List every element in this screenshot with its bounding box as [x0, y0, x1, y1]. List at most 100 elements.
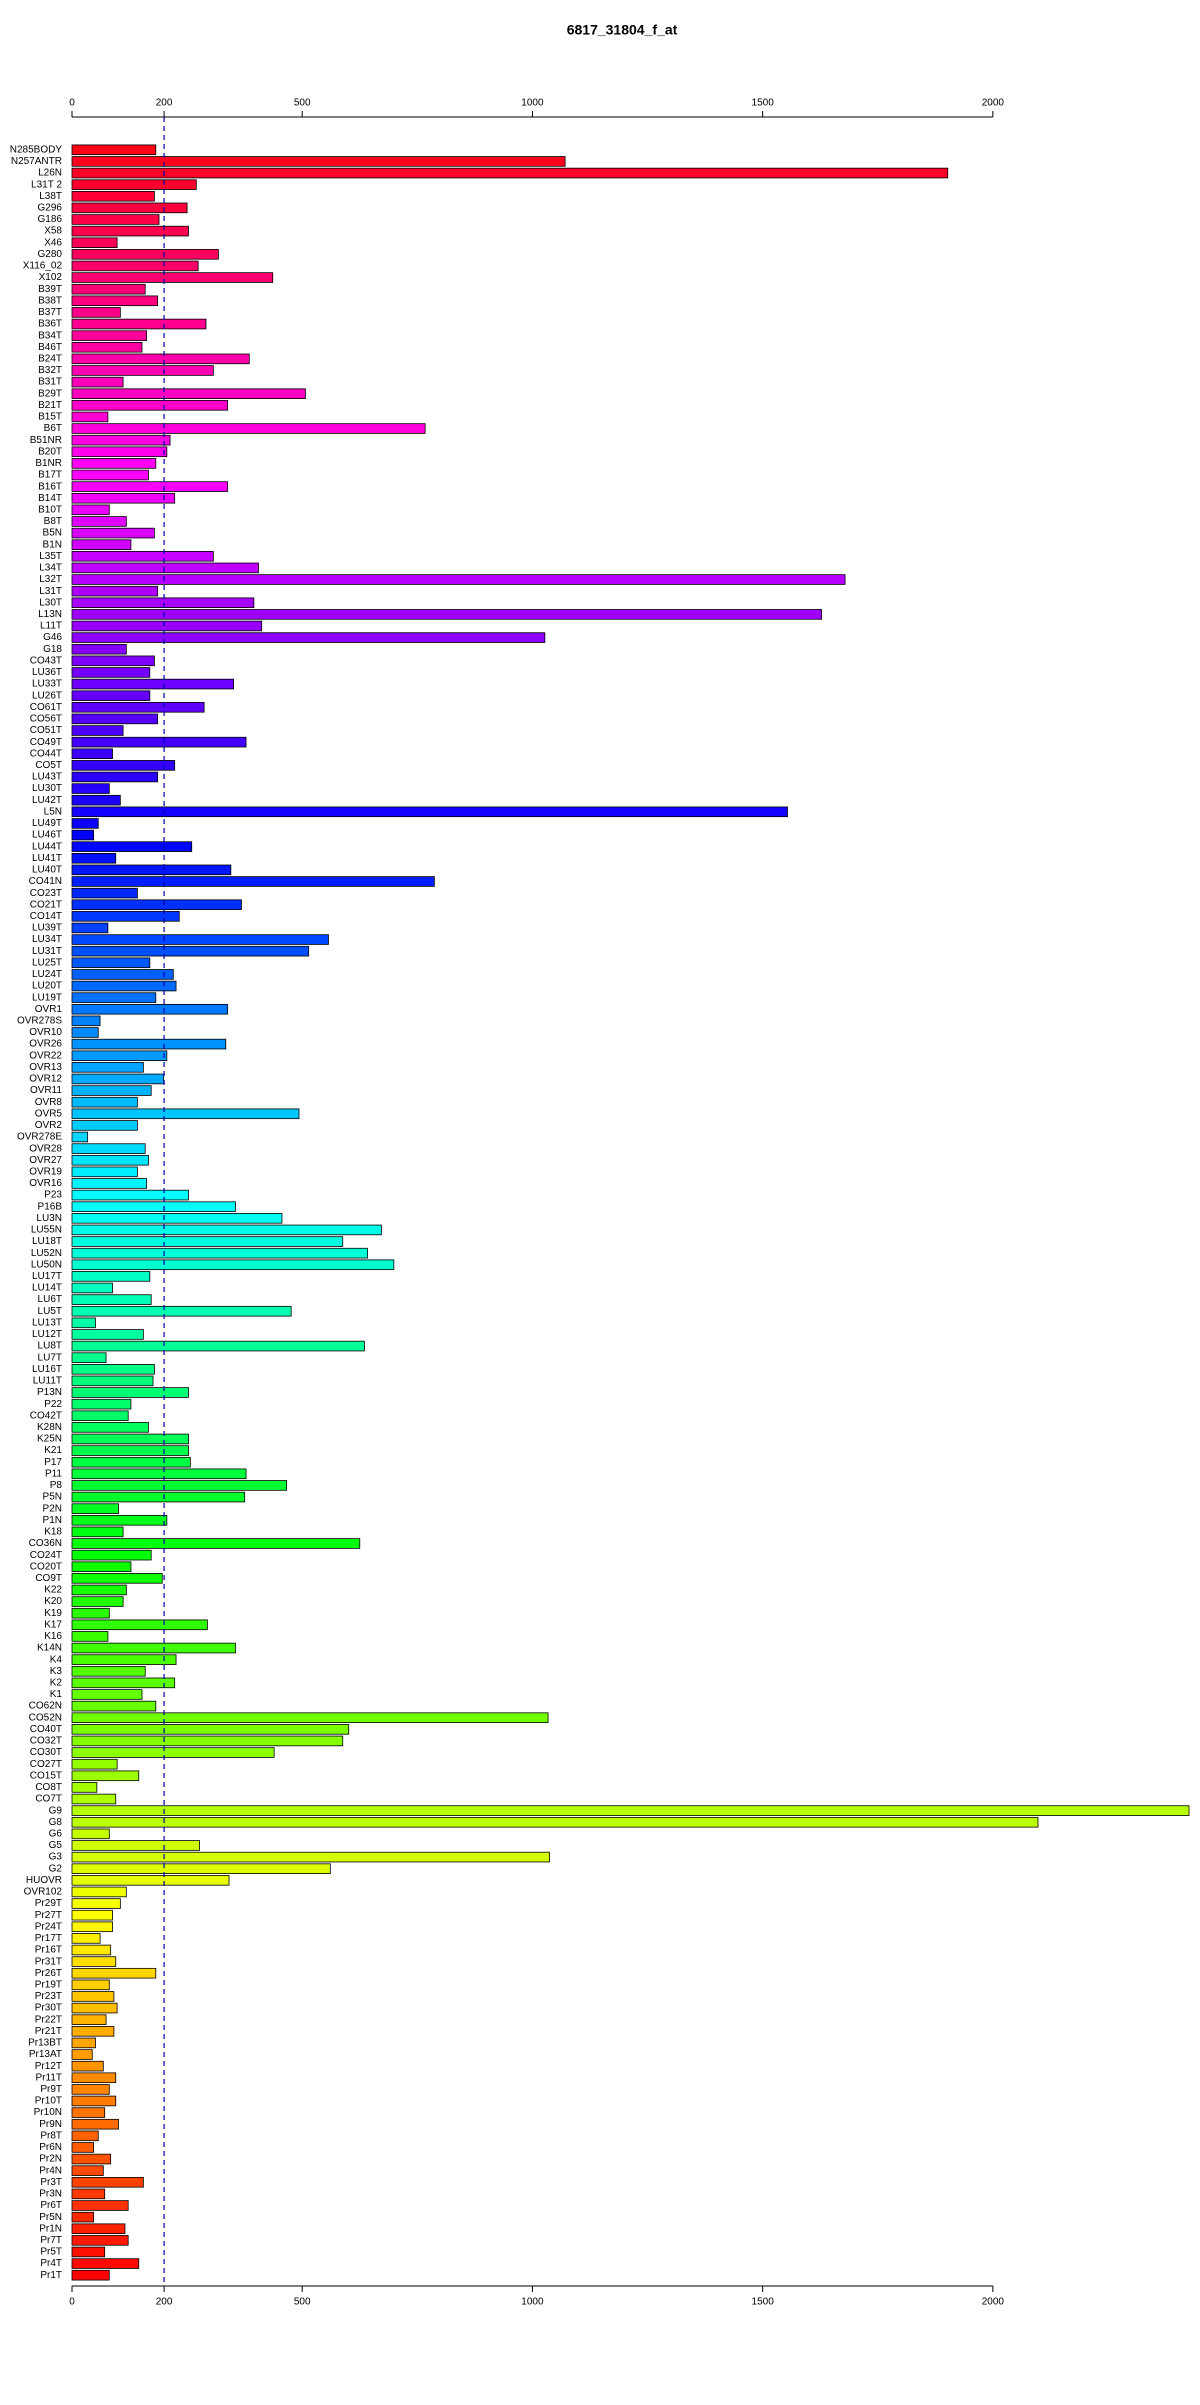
bar — [71, 597, 255, 609]
y-tick-label: P8 — [50, 1480, 63, 1491]
y-tick-label: L31T — [39, 586, 62, 597]
y-tick-label: Pr16T — [35, 1945, 62, 1956]
y-tick-label: K14N — [37, 1643, 62, 1654]
y-tick-label: G5 — [49, 1840, 63, 1851]
bar — [71, 1863, 331, 1874]
x-tick-label: 200 — [156, 98, 173, 109]
y-tick-label: B5N — [43, 528, 62, 539]
bar — [71, 1712, 549, 1723]
bar — [71, 1259, 395, 1271]
bar — [71, 492, 176, 504]
bar — [71, 1422, 149, 1433]
bar — [71, 760, 176, 771]
y-tick-label: LU41T — [32, 853, 62, 864]
bar — [71, 1991, 115, 2002]
y-tick-label: B29T — [38, 388, 62, 399]
y-tick-label: Pr13AT — [29, 2049, 62, 2060]
y-tick-label: LU25T — [32, 957, 62, 968]
y-tick-label: OVR19 — [29, 1166, 62, 1177]
bar — [71, 237, 118, 248]
y-tick-label: B37T — [38, 307, 62, 318]
bar — [71, 388, 306, 399]
bar — [71, 1573, 163, 1584]
y-tick-label: LU5T — [38, 1306, 62, 1317]
bar — [71, 1480, 287, 1491]
bar — [71, 1247, 368, 1259]
bar — [71, 1619, 208, 1631]
bar — [71, 1828, 110, 1840]
y-tick-label: K16 — [44, 1631, 62, 1642]
bar — [71, 783, 110, 794]
y-tick-label: N285BODY — [10, 144, 63, 155]
y-tick-label: P1N — [43, 1515, 62, 1526]
y-tick-label: B1NR — [35, 458, 62, 469]
y-tick-label: P5N — [43, 1492, 62, 1503]
y-tick-label: L11T — [40, 621, 62, 632]
y-tick-label: OVR16 — [29, 1178, 62, 1189]
y-tick-label: P13N — [37, 1387, 62, 1398]
y-tick-label: Pr6T — [40, 2200, 62, 2211]
y-tick-label: K17 — [44, 1619, 62, 1630]
y-tick-label: Pr29T — [35, 1898, 62, 1909]
y-tick-label: CO43T — [30, 655, 62, 666]
bar — [71, 1456, 191, 1468]
y-tick-label: OVR22 — [29, 1050, 62, 1061]
bar — [71, 190, 155, 202]
y-tick-label: Pr23T — [35, 1991, 62, 2002]
bar — [71, 876, 435, 887]
bar — [71, 539, 132, 550]
bar — [71, 1840, 200, 1851]
bar — [71, 1120, 138, 1131]
bar — [71, 1956, 117, 1967]
bar — [71, 400, 229, 411]
y-tick-label: LU30T — [32, 783, 62, 794]
bar — [71, 678, 235, 690]
y-tick-label: LU6T — [38, 1294, 62, 1305]
bar — [71, 748, 113, 760]
bar — [71, 632, 546, 643]
bar — [71, 2130, 99, 2142]
y-tick-label: B24T — [38, 354, 62, 365]
bar — [71, 1364, 155, 1375]
y-tick-label: CO7T — [35, 1794, 62, 1805]
y-tick-label: LU26T — [32, 690, 62, 701]
y-tick-label: OVR2 — [35, 1120, 63, 1131]
bar — [71, 1236, 344, 1247]
bar — [71, 1607, 110, 1619]
y-tick-label: LU36T — [32, 667, 62, 678]
bar — [71, 841, 193, 852]
y-tick-label: Pr4N — [39, 2165, 62, 2176]
y-tick-label: CO51T — [30, 725, 62, 736]
bar — [71, 2014, 107, 2025]
bar — [71, 376, 124, 388]
y-tick-label: K4 — [50, 1654, 63, 1665]
y-tick-label: CO61T — [30, 702, 62, 713]
y-tick-label: Pr5N — [39, 2212, 62, 2223]
y-tick-label: P16B — [38, 1201, 63, 1212]
bar — [71, 2118, 119, 2130]
y-tick-label: B15T — [38, 412, 62, 423]
y-tick-label: B38T — [38, 295, 62, 306]
bar — [71, 2200, 129, 2211]
y-tick-label: B10T — [38, 504, 62, 515]
y-tick-label: B1N — [43, 539, 62, 550]
bar — [71, 2107, 106, 2118]
y-tick-label: B17T — [38, 470, 62, 481]
y-tick-label: L32T — [39, 574, 62, 585]
bar — [71, 2223, 126, 2235]
bar — [71, 1979, 110, 1991]
y-tick-label: Pr10T — [35, 2096, 62, 2107]
bar — [71, 1665, 146, 1677]
y-tick-label: LU52N — [31, 1248, 62, 1259]
x-tick-label: 1500 — [752, 98, 775, 109]
bar — [71, 179, 197, 190]
y-tick-label: LU16T — [32, 1364, 62, 1375]
y-tick-label: Pr27T — [35, 1910, 62, 1921]
y-tick-label: OVR13 — [29, 1062, 62, 1073]
y-tick-label: Pr21T — [35, 2026, 62, 2037]
bar — [71, 260, 199, 272]
bar — [71, 1724, 350, 1735]
bar — [71, 887, 138, 899]
y-tick-label: CO8T — [35, 1782, 62, 1793]
